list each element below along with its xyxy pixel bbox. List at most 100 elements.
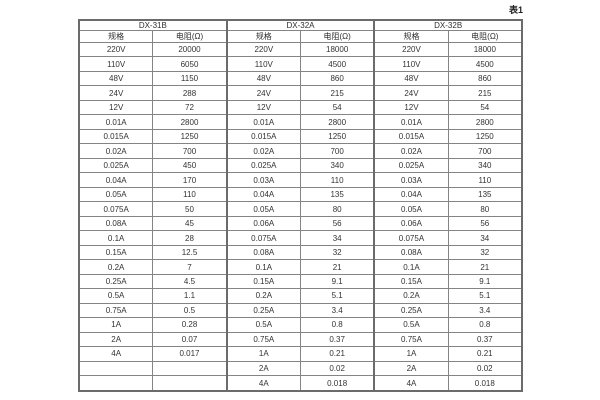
spec-cell: 0.025A [373, 157, 449, 174]
resistance-cell: 0.07 [152, 331, 228, 348]
spec-cell: 0.1A [78, 230, 154, 246]
spec-cell: 0.02A [225, 143, 301, 159]
spec-cell: 0.2A [373, 288, 449, 304]
spec-cell: 0.5A [78, 288, 154, 304]
resistance-cell: 110 [447, 172, 523, 188]
resistance-cell: 0.8 [299, 317, 375, 333]
spec-cell: 0.025A [78, 157, 154, 174]
resistance-cell: 135 [299, 186, 375, 203]
resistance-cell: 20000 [152, 41, 228, 58]
resistance-cell: 0.02 [299, 360, 375, 377]
table-row: 0.02A 700 0.02A 700 0.02A 700 [78, 143, 523, 159]
table-body: 220V 20000 220V 18000 220V 18000 110V 6050 110V 4… [78, 41, 523, 392]
spec-cell: 0.03A [373, 172, 449, 188]
table-row: 4A 0.018 4A 0.018 [78, 375, 523, 392]
resistance-cell: 50 [152, 201, 228, 217]
spec-cell: 48V [225, 70, 301, 87]
resistance-cell: 3.4 [299, 302, 375, 319]
spec-column-header: 规格 [373, 30, 449, 43]
group-header-dx-32a: DX-32A [225, 19, 375, 31]
resistance-cell: 54 [299, 99, 375, 116]
table-row: 0.01A 2800 0.01A 2800 0.01A 2800 [78, 114, 523, 130]
table-row: 12V 72 12V 54 12V 54 [78, 99, 523, 116]
resistance-cell: 5.1 [299, 288, 375, 304]
spec-cell: 0.02A [373, 143, 449, 159]
spec-cell: 24V [373, 85, 449, 101]
spec-cell: 4A [78, 346, 154, 362]
spec-cell: 110V [225, 56, 301, 72]
spec-cell: 0.5A [373, 317, 449, 333]
spec-cell [78, 360, 154, 377]
resistance-cell: 0.8 [447, 317, 523, 333]
spec-cell: 0.08A [373, 244, 449, 261]
table-row: 0.15A 12.5 0.08A 32 0.08A 32 [78, 244, 523, 261]
spec-cell: 110V [373, 56, 449, 72]
resistance-cell: 34 [447, 230, 523, 246]
spec-cell: 2A [373, 360, 449, 377]
spec-cell: 0.04A [78, 172, 154, 188]
spec-cell: 0.25A [373, 302, 449, 319]
resistance-column-header: 电阻(Ω) [299, 30, 375, 43]
table-row: 4A 0.017 1A 0.21 1A 0.21 [78, 346, 523, 362]
table-row: 0.075A 50 0.05A 80 0.05A 80 [78, 201, 523, 217]
resistance-cell [152, 360, 228, 377]
resistance-cell: 45 [152, 215, 228, 232]
resistance-cell: 1250 [299, 128, 375, 145]
spec-cell: 0.25A [78, 273, 154, 290]
spec-cell: 24V [78, 85, 154, 101]
resistance-cell: 2800 [299, 114, 375, 130]
spec-cell: 110V [78, 56, 154, 72]
group-header-dx-31b: DX-31B [78, 19, 228, 31]
spec-cell: 0.01A [78, 114, 154, 130]
spec-cell: 0.01A [225, 114, 301, 130]
table-row: 1A 0.28 0.5A 0.8 0.5A 0.8 [78, 317, 523, 333]
spec-cell: 12V [225, 99, 301, 116]
resistance-cell: 0.017 [152, 346, 228, 362]
spec-cell: 24V [225, 85, 301, 101]
resistance-cell: 28 [152, 230, 228, 246]
resistance-cell [152, 375, 228, 392]
resistance-cell: 21 [299, 259, 375, 275]
resistance-cell: 21 [447, 259, 523, 275]
spec-cell: 48V [78, 70, 154, 87]
resistance-cell: 5.1 [447, 288, 523, 304]
resistance-cell: 0.28 [152, 317, 228, 333]
spec-cell: 0.075A [225, 230, 301, 246]
resistance-cell: 3.4 [447, 302, 523, 319]
spec-cell: 0.05A [373, 201, 449, 217]
resistance-cell: 0.21 [299, 346, 375, 362]
table-row: 0.2A 7 0.1A 21 0.1A 21 [78, 259, 523, 275]
spec-cell: 0.025A [225, 157, 301, 174]
resistance-column-header: 电阻(Ω) [447, 30, 523, 43]
spec-cell: 0.75A [78, 302, 154, 319]
spec-cell: 2A [78, 331, 154, 348]
resistance-cell: 18000 [447, 41, 523, 58]
spec-cell: 0.05A [78, 186, 154, 203]
spec-cell: 12V [373, 99, 449, 116]
resistance-cell: 170 [152, 172, 228, 188]
table-row: 0.75A 0.5 0.25A 3.4 0.25A 3.4 [78, 302, 523, 319]
spec-cell: 220V [373, 41, 449, 58]
resistance-cell: 9.1 [299, 273, 375, 290]
spec-cell: 12V [78, 99, 154, 116]
resistance-cell: 4500 [447, 56, 523, 72]
spec-cell: 0.15A [78, 244, 154, 261]
resistance-cell: 72 [152, 99, 228, 116]
resistance-cell: 34 [299, 230, 375, 246]
table-row: 0.015A 1250 0.015A 1250 0.015A 1250 [78, 128, 523, 145]
table-caption: 表1 [508, 5, 523, 15]
resistance-cell: 215 [447, 85, 523, 101]
table-row: 110V 6050 110V 4500 110V 4500 [78, 56, 523, 72]
spec-cell: 0.5A [225, 317, 301, 333]
resistance-cell: 1250 [447, 128, 523, 145]
table-row: 0.5A 1.1 0.2A 5.1 0.2A 5.1 [78, 288, 523, 304]
table-row: 0.04A 170 0.03A 110 0.03A 110 [78, 172, 523, 188]
resistance-cell: 18000 [299, 41, 375, 58]
table-row: 24V 288 24V 215 24V 215 [78, 85, 523, 101]
spec-cell: 2A [225, 360, 301, 377]
spec-cell: 0.015A [225, 128, 301, 145]
spec-cell: 0.075A [78, 201, 154, 217]
spec-cell: 220V [225, 41, 301, 58]
table-row: 2A 0.02 2A 0.02 [78, 360, 523, 377]
group-header-dx-32b: DX-32B [373, 19, 523, 31]
